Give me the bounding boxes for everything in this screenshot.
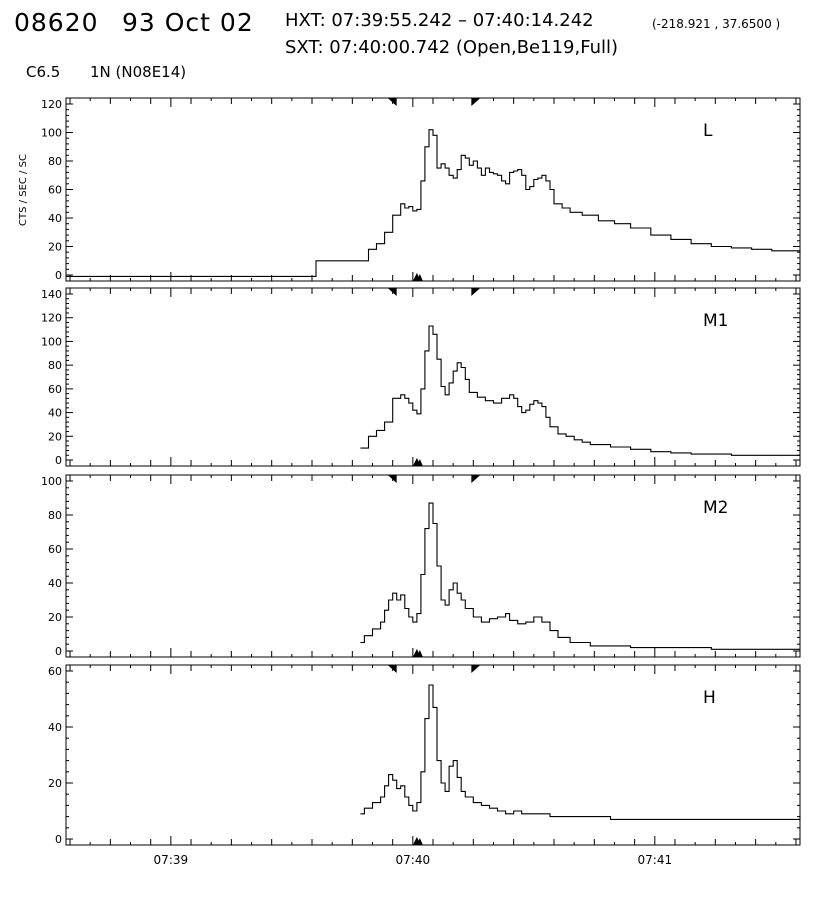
y-tick-label: 40	[48, 407, 62, 420]
y-tick-label: 80	[48, 359, 62, 372]
region-label: 1N (N08E14)	[90, 63, 187, 81]
panel-frame-l	[65, 97, 801, 282]
hxt-start-marker	[387, 98, 397, 106]
sxt-time: SXT: 07:40:00.742 (Open,Be119,Full)	[285, 37, 619, 58]
hxt-end-marker	[471, 288, 481, 296]
y-tick-label: 0	[55, 269, 62, 282]
observation-date: 93 Oct 02	[122, 8, 254, 37]
panel-label-l: L	[703, 121, 713, 141]
y-tick-label: 40	[48, 577, 62, 590]
y-tick-label: 0	[55, 833, 62, 846]
panel-frame-m2	[65, 474, 801, 658]
y-tick-label: 20	[48, 611, 62, 624]
sxt-time-marker	[412, 649, 423, 657]
light-curve-m1	[360, 325, 800, 456]
y-tick-label: 140	[41, 288, 62, 301]
observation-id: 08620	[14, 8, 99, 37]
y-tick-label: 0	[55, 645, 62, 658]
hxt-time-range: HXT: 07:39:55.242 – 07:40:14.242	[285, 10, 594, 31]
panel-label-h: H	[703, 688, 716, 708]
hxt-end-marker	[471, 475, 481, 483]
y-tick-label: 120	[41, 98, 62, 111]
x-tick-label: 07:41	[638, 853, 673, 867]
sxt-time-marker	[412, 273, 423, 281]
y-tick-label: 60	[48, 184, 62, 197]
y-tick-label: 0	[55, 454, 62, 467]
y-tick-label: 40	[48, 721, 62, 734]
light-curve-h	[360, 684, 801, 820]
y-tick-label: 20	[48, 430, 62, 443]
y-tick-label: 60	[48, 383, 62, 396]
y-tick-label: 100	[41, 127, 62, 140]
x-tick-label: 07:40	[396, 853, 431, 867]
goes-class: C6.5	[26, 63, 61, 81]
y-axis-title: CTS / SEC / SC	[18, 154, 29, 226]
y-tick-label: 60	[48, 543, 62, 556]
panel-label-m1: M1	[703, 311, 728, 331]
y-tick-label: 60	[48, 665, 62, 678]
hxt-start-marker	[387, 475, 397, 483]
x-tick-label: 07:39	[154, 853, 189, 867]
sxt-time-marker	[412, 458, 423, 466]
hxt-start-marker	[387, 665, 397, 673]
y-tick-label: 100	[41, 475, 62, 488]
light-curve-m2	[360, 502, 800, 650]
sxt-time-marker	[412, 837, 423, 845]
light-curve-l	[66, 129, 801, 277]
y-tick-label: 100	[41, 335, 62, 348]
hxt-coordinates: (-218.921 , 37.6500 )	[652, 17, 781, 31]
hxt-end-marker	[471, 665, 481, 673]
y-tick-label: 40	[48, 212, 62, 225]
hxt-end-marker	[471, 98, 481, 106]
y-tick-label: 80	[48, 509, 62, 522]
y-tick-label: 80	[48, 155, 62, 168]
y-tick-label: 120	[41, 312, 62, 325]
y-tick-label: 20	[48, 777, 62, 790]
hxt-start-marker	[387, 288, 397, 296]
panel-label-m2: M2	[703, 498, 728, 518]
y-tick-label: 20	[48, 241, 62, 254]
panel-frame-m1	[65, 287, 801, 467]
